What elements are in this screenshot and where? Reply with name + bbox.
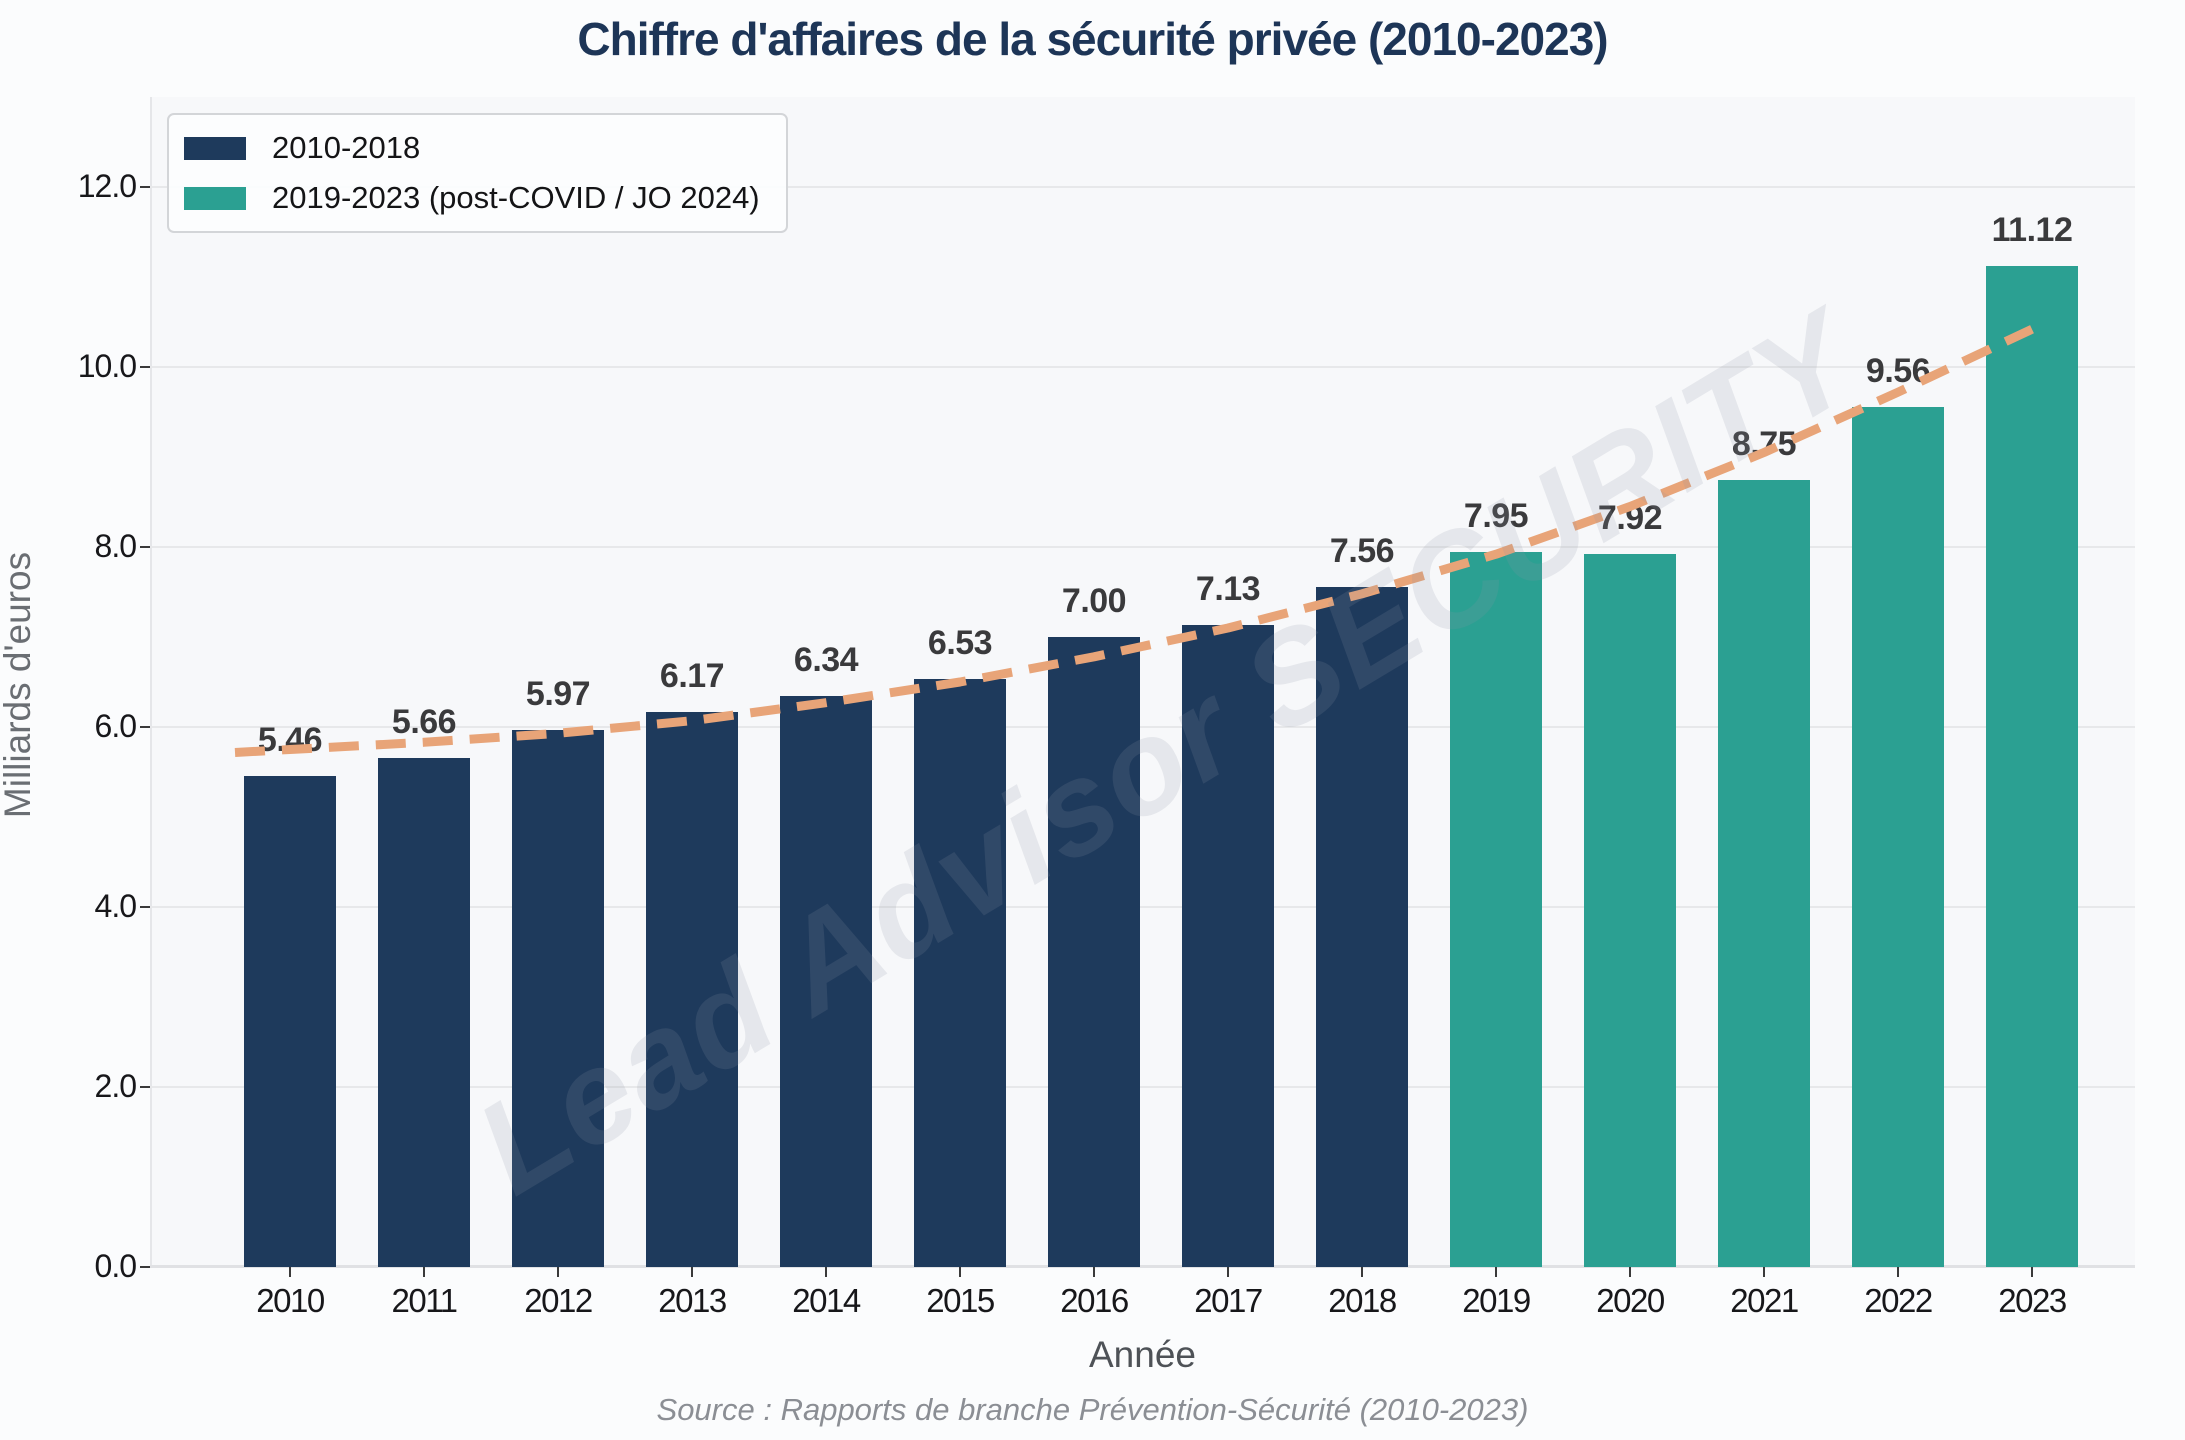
y-tick-mark-10.0 [140, 366, 150, 368]
source-caption: Source : Rapports de branche Prévention-… [656, 1392, 1529, 1427]
legend-item-1: 2019-2023 (post-COVID / JO 2024) [184, 180, 760, 216]
legend-label-1: 2019-2023 (post-COVID / JO 2024) [272, 180, 760, 215]
x-tick-mark-2022 [1897, 1267, 1899, 1277]
bar-value-label-2016: 7.00 [1061, 582, 1127, 620]
legend-label-0: 2010-2018 [272, 130, 421, 165]
gridline-4.0 [150, 906, 2135, 908]
bar-2012 [512, 729, 604, 1267]
gridline-12.0 [150, 186, 2135, 188]
x-tick-label-2014: 2014 [792, 1282, 861, 1319]
bar-2021 [1718, 479, 1810, 1267]
gridline-10.0 [150, 366, 2135, 368]
x-tick-label-2020: 2020 [1596, 1282, 1665, 1319]
x-tick-label-2015: 2015 [926, 1282, 995, 1319]
y-tick-mark-12.0 [140, 186, 150, 188]
y-tick-mark-4.0 [140, 906, 150, 908]
x-tick-label-2017: 2017 [1194, 1282, 1263, 1319]
legend-swatch-0 [184, 136, 246, 160]
x-tick-mark-2014 [825, 1267, 827, 1277]
x-tick-mark-2013 [691, 1267, 693, 1277]
x-tick-mark-2011 [423, 1267, 425, 1277]
x-tick-mark-2023 [2031, 1267, 2033, 1277]
bar-2010 [244, 775, 336, 1267]
gridline-6.0 [150, 726, 2135, 728]
bar-value-label-2014: 6.34 [793, 641, 859, 680]
legend-item-0: 2010-2018 [184, 130, 760, 166]
y-tick-label-10.0: 10.0 [77, 348, 137, 384]
chart-title: Chiffre d'affaires de la sécurité privée… [577, 13, 1608, 65]
bar-2023 [1986, 266, 2078, 1267]
gridline-0.0 [150, 1265, 2135, 1268]
bar-2019 [1450, 551, 1542, 1267]
bar-value-label-2022: 9.56 [1865, 351, 1931, 390]
y-tick-label-8.0: 8.0 [94, 528, 137, 564]
x-tick-label-2022: 2022 [1864, 1282, 1933, 1319]
trend-line-path [234, 325, 2034, 757]
bar-value-label-2012: 5.97 [525, 674, 591, 713]
bar-2022 [1852, 406, 1944, 1267]
y-tick-mark-0.0 [140, 1266, 150, 1268]
y-tick-mark-8.0 [140, 546, 150, 548]
plot-area: 5.46 5.66 5.97 6.17 6.34 6.53 7.00 7.13 7.56 7.95… [150, 97, 2135, 1268]
x-tick-label-2012: 2012 [524, 1282, 593, 1319]
gridline-8.0 [150, 546, 2135, 548]
x-tick-label-2023: 2023 [1998, 1282, 2067, 1319]
bar-2017 [1182, 625, 1274, 1267]
x-tick-label-2016: 2016 [1060, 1282, 1129, 1319]
bar-2018 [1316, 586, 1408, 1267]
y-tick-label-4.0: 4.0 [94, 888, 137, 924]
y-tick-mark-2.0 [140, 1086, 150, 1088]
y-tick-label-0.0: 0.0 [94, 1248, 137, 1284]
bar-2011 [378, 757, 470, 1267]
bar-value-label-2011: 5.66 [391, 702, 457, 741]
x-tick-mark-2015 [959, 1267, 961, 1277]
bar-value-label-2015: 6.53 [927, 624, 993, 663]
y-tick-mark-6.0 [140, 726, 150, 728]
x-tick-mark-2018 [1361, 1267, 1363, 1277]
bar-value-label-2023: 11.12 [1991, 211, 2073, 250]
y-axis-spine [150, 97, 152, 1267]
bar-2016 [1048, 637, 1140, 1267]
x-tick-mark-2017 [1227, 1267, 1229, 1277]
bar-value-label-2018: 7.56 [1329, 531, 1395, 570]
bar-value-label-2013: 6.17 [659, 656, 725, 695]
bar-2020 [1584, 554, 1676, 1267]
bar-value-label-2019: 7.95 [1463, 496, 1529, 535]
gridline-2.0 [150, 1086, 2135, 1088]
x-tick-label-2019: 2019 [1462, 1282, 1531, 1319]
x-tick-label-2018: 2018 [1328, 1282, 1397, 1319]
x-tick-mark-2021 [1763, 1267, 1765, 1277]
y-tick-label-6.0: 6.0 [94, 708, 137, 744]
x-tick-mark-2016 [1093, 1267, 1095, 1277]
y-axis-title: Milliards d'euros [0, 551, 38, 819]
x-tick-mark-2020 [1629, 1267, 1631, 1277]
trend-line [234, 325, 2034, 757]
x-tick-label-2021: 2021 [1730, 1282, 1799, 1319]
legend-box: 2010-2018 2019-2023 (post-COVID / JO 2024… [167, 113, 788, 233]
y-tick-label-12.0: 12.0 [77, 168, 137, 204]
x-tick-mark-2019 [1495, 1267, 1497, 1277]
bar-2015 [914, 679, 1006, 1267]
x-tick-mark-2010 [289, 1267, 291, 1277]
bar-2013 [646, 711, 738, 1267]
x-axis-title: Année [1089, 1334, 1196, 1375]
x-tick-label-2013: 2013 [658, 1282, 727, 1319]
legend-swatch-1 [184, 186, 246, 210]
x-tick-mark-2012 [557, 1267, 559, 1277]
y-tick-label-2.0: 2.0 [94, 1068, 137, 1104]
bar-2014 [780, 696, 872, 1267]
x-tick-label-2010: 2010 [256, 1282, 325, 1319]
x-tick-label-2011: 2011 [391, 1282, 458, 1319]
bar-value-label-2017: 7.13 [1195, 570, 1261, 609]
